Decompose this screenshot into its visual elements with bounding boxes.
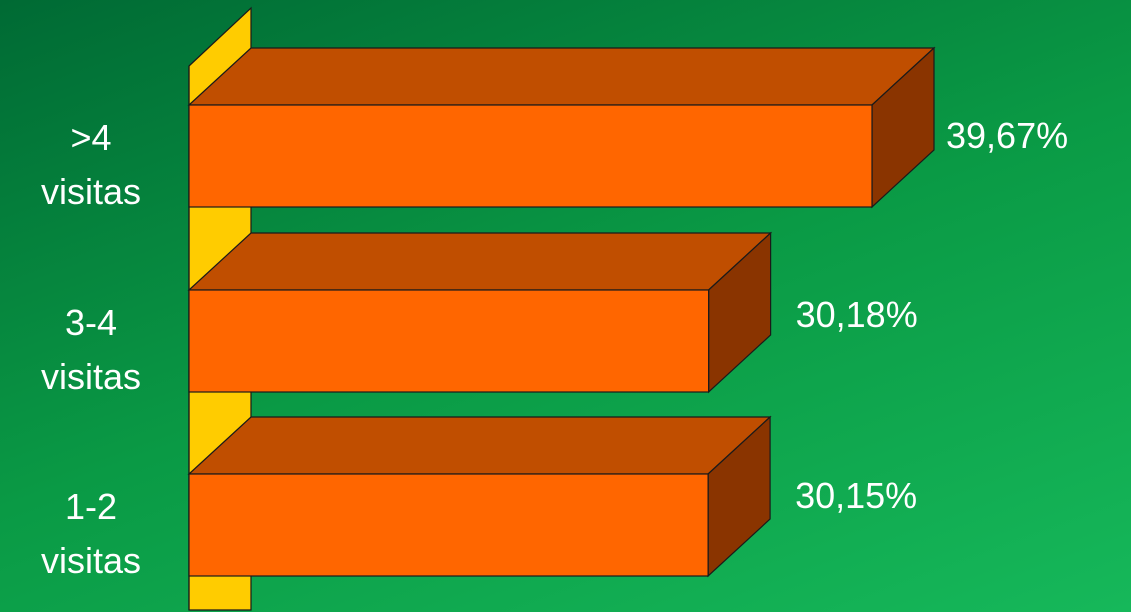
bar-front-face <box>188 104 873 208</box>
category-label-line: visitas <box>41 356 141 397</box>
data-label: 30,15% <box>795 475 917 516</box>
category-label-line: 3-4 <box>65 302 117 343</box>
bar-front-face <box>188 473 709 577</box>
bars-group <box>187 46 936 578</box>
bar <box>187 46 936 209</box>
bar <box>187 415 772 578</box>
bar-front-face <box>188 289 710 393</box>
bar-top-face <box>187 47 936 106</box>
bar-top-face <box>187 232 773 291</box>
category-tick-label: >4 visitas <box>41 117 141 212</box>
data-label: 30,18% <box>796 294 918 335</box>
category-label-line: visitas <box>41 171 141 212</box>
bar-top-face <box>187 416 772 475</box>
data-label: 39,67% <box>946 115 1068 156</box>
category-label-line: visitas <box>41 540 141 581</box>
bar <box>187 231 773 394</box>
category-label-line: 1-2 <box>65 486 117 527</box>
labels-group: 39,67% >4 visitas 30,18% 3-4 visitas 30,15% 1-2… <box>41 115 1068 581</box>
category-tick-label: 1-2 visitas <box>41 486 141 581</box>
category-tick-label: 3-4 visitas <box>41 302 141 397</box>
category-label-line: >4 <box>70 117 111 158</box>
